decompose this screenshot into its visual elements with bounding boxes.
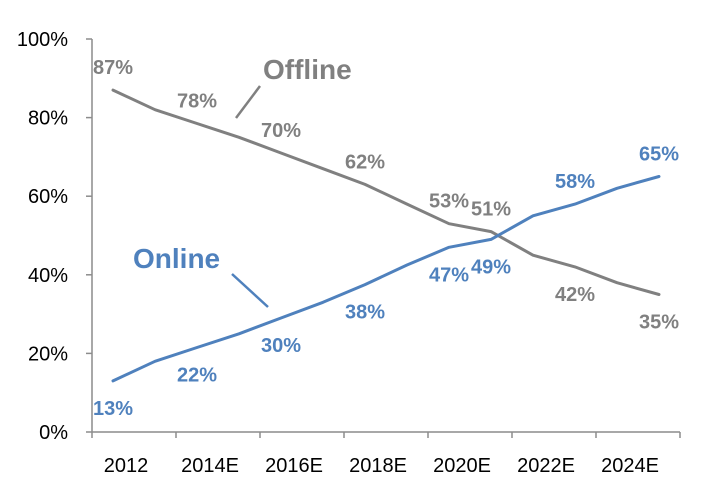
x-tick-label: 2024E [601,455,659,477]
y-tick-label: 20% [28,343,68,365]
y-tick-label: 0% [39,422,68,444]
series-line-offline [111,88,661,296]
y-tick-label: 100% [17,29,68,51]
data-label-online: 58% [555,171,595,193]
y-ticks: 0% 20% 40% 60% 80% 100% [17,29,92,444]
data-label-offline: 51% [471,199,511,221]
x-tick-label: 2012 [104,455,149,477]
data-label-offline: 42% [555,284,595,306]
data-labels: 87% 78% 70% 62% 53% 51% 42% 35% 13% 22% 30% 38% 47% 4… [93,57,679,420]
y-tick-label: 60% [28,186,68,208]
data-label-offline: 35% [639,311,679,333]
x-tick-label: 2014E [181,455,239,477]
x-tick-label: 2022E [517,455,575,477]
data-label-online: 47% [429,264,469,286]
y-tick-label: 40% [28,265,68,287]
series-line-online [111,175,661,383]
data-label-online: 49% [471,256,511,278]
data-label-online: 22% [177,365,217,387]
x-tick-label: 2020E [433,455,491,477]
axes [91,39,680,433]
series-name-online: Online [133,243,220,274]
series-leader-online [231,273,269,308]
series-leader-offline [235,85,261,119]
data-label-offline: 78% [177,90,217,112]
y-tick-label: 80% [28,108,68,130]
series-names: Offline Online [133,54,352,308]
data-label-offline: 53% [429,191,469,213]
data-label-online: 65% [639,144,679,166]
series-name-offline: Offline [263,54,352,85]
x-tick-label: 2016E [265,455,323,477]
x-ticks: 2012 2014E 2016E 2018E 2020E 2022E 2024E [91,432,681,477]
data-label-online: 38% [345,302,385,324]
data-label-online: 30% [261,335,301,357]
data-label-offline: 62% [345,151,385,173]
series-lines [111,88,661,383]
data-label-offline: 87% [93,57,133,79]
x-tick-label: 2018E [349,455,407,477]
data-label-online: 13% [93,398,133,420]
data-label-offline: 70% [261,120,301,142]
